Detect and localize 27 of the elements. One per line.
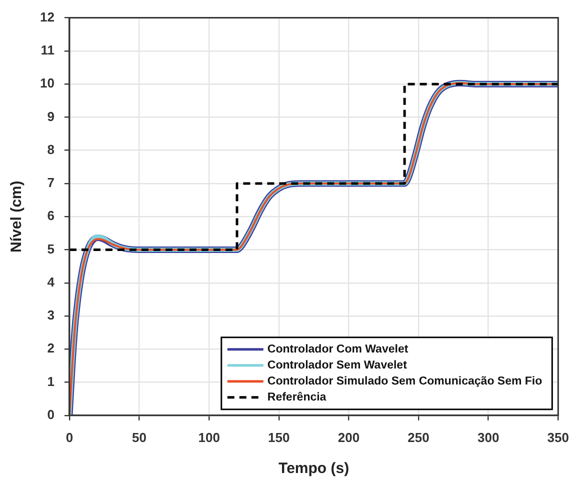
x-tick-label: 350 xyxy=(547,430,570,445)
legend-label: Referência xyxy=(267,392,327,404)
x-tick-label: 100 xyxy=(198,430,220,445)
x-tick-label: 0 xyxy=(66,430,74,445)
x-axis-title: Tempo (s) xyxy=(278,460,350,478)
x-tick-label: 50 xyxy=(132,430,147,445)
y-tick-label: 7 xyxy=(47,175,54,190)
y-tick-label: 3 xyxy=(47,308,54,323)
legend-label: Controlador Simulado Sem Comunicação Sem Fio xyxy=(267,376,542,388)
y-tick-label: 10 xyxy=(40,76,54,91)
x-tick-label: 250 xyxy=(408,430,430,445)
x-tick-label: 200 xyxy=(338,430,360,445)
y-tick-label: 1 xyxy=(47,374,54,389)
y-tick-label: 0 xyxy=(47,406,54,422)
legend-label: Controlador Com Wavelet xyxy=(267,344,408,356)
legend-label: Controlador Sem Wavelet xyxy=(267,360,408,372)
y-tick-label: 11 xyxy=(40,42,54,58)
y-tick-label: 2 xyxy=(47,340,54,356)
y-tick-label: 8 xyxy=(47,142,54,157)
y-tick-label: 9 xyxy=(47,108,54,124)
y-tick-label: 6 xyxy=(47,208,54,224)
x-tick-label: 150 xyxy=(268,430,290,445)
y-tick-label: 4 xyxy=(47,274,56,290)
y-tick-label: 12 xyxy=(40,9,54,24)
y-tick-label: 5 xyxy=(47,241,54,256)
y-axis-title: Nível (cm) xyxy=(8,180,26,252)
x-tick-label: 300 xyxy=(477,430,500,445)
